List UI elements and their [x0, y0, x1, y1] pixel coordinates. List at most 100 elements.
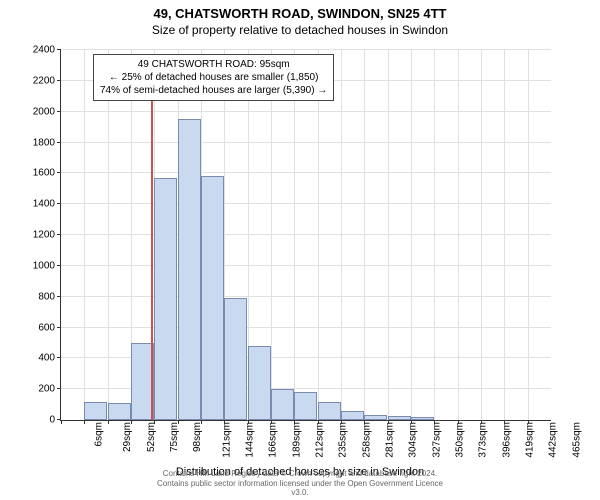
x-tick-label: 373sqm [474, 422, 489, 458]
x-tick-label: 442sqm [544, 422, 559, 458]
annotation-line: 74% of semi-detached houses are larger (… [100, 84, 327, 97]
x-tick-mark [411, 420, 412, 424]
y-tick-mark [57, 234, 61, 235]
y-tick-label: 2400 [33, 45, 61, 56]
x-tick-label: 52sqm [142, 422, 157, 452]
gridline-v [84, 50, 85, 420]
y-tick-label: 400 [38, 353, 61, 364]
x-tick-mark [458, 420, 459, 424]
y-tick-mark [57, 80, 61, 81]
chart-title-main: 49, CHATSWORTH ROAD, SWINDON, SN25 4TT [0, 0, 600, 21]
license-text: Contains HM Land Registry data © Crown c… [150, 469, 450, 498]
annotation-line: ← 25% of detached houses are smaller (1,… [100, 71, 327, 84]
x-tick-label: 396sqm [497, 422, 512, 458]
y-tick-label: 1800 [33, 137, 61, 148]
x-tick-label: 144sqm [241, 422, 256, 458]
y-tick-label: 1200 [33, 230, 61, 241]
histogram-bar [294, 392, 317, 420]
y-tick-mark [57, 265, 61, 266]
gridline-v [364, 50, 365, 420]
y-tick-mark [57, 296, 61, 297]
y-tick-mark [57, 388, 61, 389]
gridline-v [341, 50, 342, 420]
gridline-h [61, 172, 551, 173]
x-tick-mark [248, 420, 249, 424]
annotation-box: 49 CHATSWORTH ROAD: 95sqm← 25% of detach… [93, 54, 334, 101]
histogram-bar [248, 346, 271, 420]
y-tick-label: 2000 [33, 106, 61, 117]
gridline-v [108, 50, 109, 420]
y-tick-mark [57, 49, 61, 50]
x-tick-mark [131, 420, 132, 424]
gridline-v [271, 50, 272, 420]
x-tick-mark [481, 420, 482, 424]
reference-marker-line [151, 96, 153, 420]
x-tick-label: 98sqm [188, 422, 203, 452]
x-tick-label: 350sqm [451, 422, 466, 458]
y-tick-label: 800 [38, 291, 61, 302]
x-tick-mark [504, 420, 505, 424]
x-tick-mark [178, 420, 179, 424]
y-tick-mark [57, 327, 61, 328]
x-tick-label: 29sqm [118, 422, 133, 452]
x-tick-mark [84, 420, 85, 424]
y-tick-mark [57, 172, 61, 173]
x-tick-mark [364, 420, 365, 424]
histogram-bar [364, 415, 387, 420]
y-tick-label: 200 [38, 384, 61, 395]
histogram-bar [201, 176, 224, 420]
gridline-v [411, 50, 412, 420]
gridline-h [61, 49, 551, 50]
x-tick-mark [528, 420, 529, 424]
gridline-v [388, 50, 389, 420]
histogram-bar [154, 178, 177, 420]
x-tick-mark [434, 420, 435, 424]
y-tick-label: 600 [38, 322, 61, 333]
histogram-bar [411, 417, 434, 420]
x-tick-mark [341, 420, 342, 424]
gridline-h [61, 111, 551, 112]
x-tick-label: 304sqm [404, 422, 419, 458]
license-line-1: Contains HM Land Registry data © Crown c… [163, 469, 438, 478]
annotation-line: 49 CHATSWORTH ROAD: 95sqm [100, 58, 327, 71]
gridline-v [481, 50, 482, 420]
y-tick-mark [57, 142, 61, 143]
x-tick-mark [224, 420, 225, 424]
histogram-bar [84, 402, 107, 421]
histogram-bar [318, 402, 341, 421]
chart-plot-area: 0200400600800100012001400160018002000220… [60, 50, 551, 421]
x-tick-mark [318, 420, 319, 424]
x-tick-label: 121sqm [217, 422, 232, 458]
y-tick-label: 1000 [33, 260, 61, 271]
x-tick-label: 327sqm [427, 422, 442, 458]
x-tick-mark [154, 420, 155, 424]
y-tick-mark [57, 203, 61, 204]
license-line-2: Contains public sector information licen… [157, 479, 443, 498]
x-tick-mark [388, 420, 389, 424]
x-tick-mark [61, 420, 62, 424]
x-tick-mark [108, 420, 109, 424]
x-tick-label: 281sqm [381, 422, 396, 458]
gridline-v [294, 50, 295, 420]
histogram-bar [108, 403, 131, 420]
x-tick-label: 419sqm [521, 422, 536, 458]
histogram-bar [271, 389, 294, 420]
gridline-h [61, 327, 551, 328]
x-tick-label: 6sqm [89, 422, 104, 446]
y-tick-label: 2200 [33, 75, 61, 86]
histogram-bar [388, 416, 411, 420]
histogram-bar [341, 411, 364, 420]
chart-title-sub: Size of property relative to detached ho… [0, 21, 600, 37]
x-tick-label: 465sqm [567, 422, 582, 458]
histogram-bar [178, 119, 201, 420]
x-tick-mark [271, 420, 272, 424]
x-tick-label: 75sqm [165, 422, 180, 452]
x-tick-mark [201, 420, 202, 424]
gridline-v [528, 50, 529, 420]
gridline-v [318, 50, 319, 420]
gridline-h [61, 203, 551, 204]
gridline-h [61, 296, 551, 297]
gridline-v [504, 50, 505, 420]
x-tick-label: 212sqm [311, 422, 326, 458]
x-tick-label: 258sqm [357, 422, 372, 458]
